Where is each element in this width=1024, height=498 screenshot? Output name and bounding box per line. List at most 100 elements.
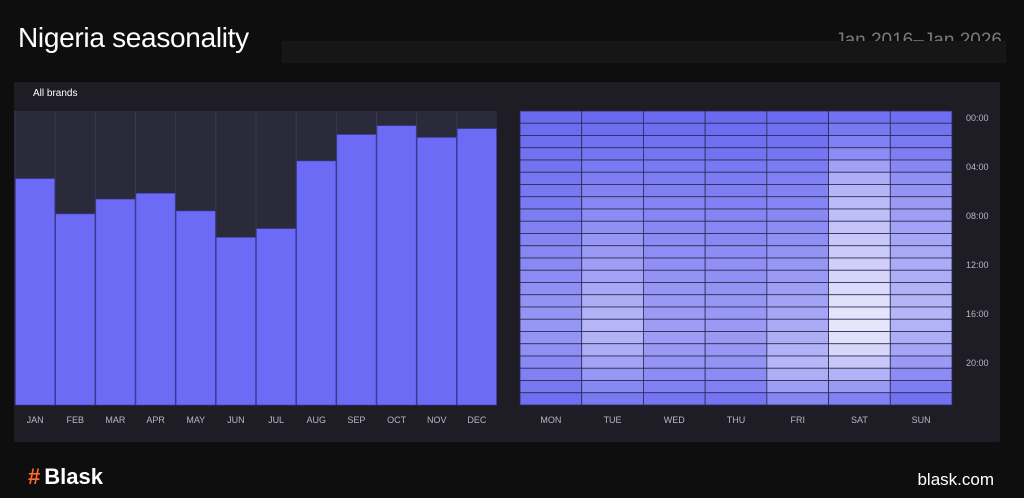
- heatmap-cell: [704, 380, 768, 394]
- y-tick-label: 16:00: [966, 309, 989, 319]
- heatmap-cell: [889, 159, 953, 173]
- heatmap-cell: [581, 269, 644, 283]
- heatmap-cell: [643, 392, 706, 406]
- heatmap-cell: [704, 245, 768, 259]
- heatmap-cell: [519, 343, 583, 357]
- y-tick-label: 08:00: [966, 211, 989, 221]
- heatmap-cell: [704, 135, 768, 149]
- heatmap-cell: [643, 269, 706, 283]
- heatmap-cell: [704, 331, 768, 345]
- heatmap-cell: [643, 306, 706, 320]
- bar-mar: [95, 198, 136, 406]
- heatmap-cell: [889, 147, 953, 161]
- heatmap-cell: [519, 282, 583, 296]
- heatmap-cell: [766, 110, 829, 124]
- heatmap-cell: [704, 282, 768, 296]
- x-tick-label: SAT: [851, 415, 868, 425]
- x-tick-label: APR: [146, 415, 165, 425]
- bar-oct: [376, 125, 417, 406]
- heatmap-cell: [581, 343, 644, 357]
- heatmap-cell: [519, 318, 583, 332]
- heatmap-cell: [643, 282, 706, 296]
- x-tick-label: SUN: [912, 415, 931, 425]
- heatmap-cell: [828, 355, 891, 369]
- heatmap-cell: [766, 269, 829, 283]
- heatmap-cell: [766, 294, 829, 308]
- heatmap-cell: [519, 331, 583, 345]
- heatmap-cell: [581, 122, 644, 136]
- heatmap-cell: [889, 294, 953, 308]
- heatmap-cell: [704, 343, 768, 357]
- heatmap-cell: [581, 294, 644, 308]
- heatmap-cell: [519, 367, 583, 381]
- bar-sep: [336, 134, 377, 406]
- heatmap-cell: [519, 269, 583, 283]
- heatmap-cell: [581, 147, 644, 161]
- bar-apr: [135, 193, 176, 406]
- x-tick-label: JUL: [268, 415, 284, 425]
- heatmap-cell: [766, 331, 829, 345]
- heatmap-cell: [581, 355, 644, 369]
- heatmap-cell: [828, 318, 891, 332]
- bar-may: [175, 210, 216, 406]
- heatmap-cell: [643, 318, 706, 332]
- bar-jul: [256, 228, 296, 406]
- heatmap-cell: [828, 208, 891, 222]
- heatmap-cell: [581, 208, 644, 222]
- bar-dec: [457, 128, 497, 406]
- heatmap-cell: [766, 245, 829, 259]
- heatmap-cell: [889, 245, 953, 259]
- heatmap-cell: [581, 282, 644, 296]
- heatmap-cell: [519, 110, 583, 124]
- heatmap-cell: [519, 196, 583, 210]
- heatmap-cell: [828, 159, 891, 173]
- heatmap-cell: [519, 380, 583, 394]
- heatmap-cell: [519, 159, 583, 173]
- x-tick-label: WED: [664, 415, 685, 425]
- heatmap-cell: [704, 257, 768, 271]
- page-title: Nigeria seasonality: [18, 22, 249, 53]
- heatmap-cell: [889, 196, 953, 210]
- heatmap-cell: [766, 196, 829, 210]
- heatmap-cell: [704, 269, 768, 283]
- heatmap-cell: [828, 331, 891, 345]
- heatmap-cell: [581, 318, 644, 332]
- heatmap-cell: [581, 245, 644, 259]
- heatmap-cell: [766, 159, 829, 173]
- x-tick-label: TUE: [604, 415, 622, 425]
- heatmap-cell: [519, 171, 583, 185]
- x-tick-label: MAR: [105, 415, 126, 425]
- heatmap-cell: [889, 331, 953, 345]
- heatmap-cell: [766, 171, 829, 185]
- heatmap-cell: [766, 257, 829, 271]
- y-tick-label: 04:00: [966, 162, 989, 172]
- heatmap-cell: [643, 184, 706, 198]
- heatmap-cell: [889, 110, 953, 124]
- heatmap-cell: [581, 392, 644, 406]
- heatmap-cell: [889, 318, 953, 332]
- heatmap-cell: [828, 122, 891, 136]
- heatmap-cell: [889, 233, 953, 247]
- header-strip: [282, 41, 1006, 63]
- heatmap-cell: [519, 208, 583, 222]
- heatmap-cell: [643, 147, 706, 161]
- heatmap-cell: [889, 343, 953, 357]
- heatmap-cell: [828, 343, 891, 357]
- x-tick-label: FEB: [66, 415, 84, 425]
- heatmap-cell: [828, 220, 891, 234]
- heatmap-cell: [704, 122, 768, 136]
- x-tick-label: AUG: [306, 415, 326, 425]
- heatmap-cell: [643, 220, 706, 234]
- heatmap-cell: [828, 245, 891, 259]
- heatmap-cell: [828, 147, 891, 161]
- heatmap-cell: [889, 367, 953, 381]
- brand-name: Blask: [44, 464, 103, 489]
- heatmap-cell: [643, 135, 706, 149]
- heatmap-cell: [889, 269, 953, 283]
- heatmap-cell: [828, 269, 891, 283]
- heatmap-cell: [828, 392, 891, 406]
- heatmap-cell: [643, 196, 706, 210]
- panel-label: All brands: [33, 88, 78, 99]
- heatmap-cell: [704, 220, 768, 234]
- heatmap-cell: [704, 367, 768, 381]
